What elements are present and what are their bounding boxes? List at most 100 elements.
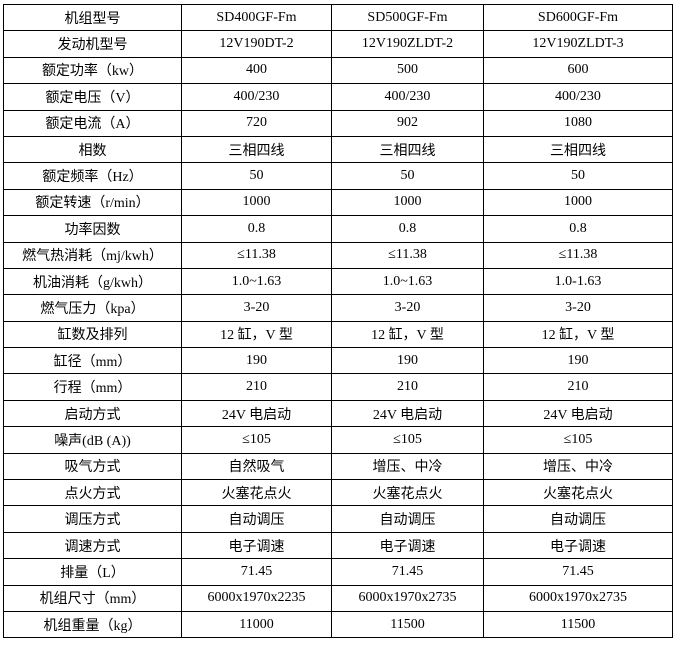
cell-model-3: 6000x1970x2735 — [483, 584, 673, 612]
row-label: 调速方式 — [3, 531, 182, 560]
row-label: 调压方式 — [3, 505, 182, 533]
cell-model-1: 3-20 — [181, 294, 332, 322]
row-label: 机组尺寸（mm） — [3, 584, 182, 612]
cell-model-2: 400/230 — [331, 83, 484, 111]
cell-model-2: 0.8 — [331, 215, 484, 243]
table-row: 调压方式 自动调压 自动调压 自动调压 — [3, 505, 673, 533]
table-row: 机组型号 SD400GF-Fm SD500GF-Fm SD600GF-Fm — [3, 3, 673, 32]
row-label: 功率因数 — [3, 215, 182, 243]
row-label: 吸气方式 — [3, 452, 182, 481]
row-label: 噪声(dB (A)) — [3, 426, 182, 454]
cell-model-2: 71.45 — [331, 558, 484, 586]
table-row: 排量（L） 71.45 71.45 71.45 — [3, 558, 673, 586]
cell-model-3: 12 缸，V 型 — [483, 320, 673, 349]
cell-model-2: 11500 — [331, 610, 484, 639]
table-row: 缸数及排列 12 缸，V 型 12 缸，V 型 12 缸，V 型 — [3, 320, 673, 349]
cell-model-1: ≤105 — [181, 426, 332, 454]
table-row: 缸径（mm） 190 190 190 — [3, 347, 673, 375]
cell-model-3: 1.0-1.63 — [483, 267, 673, 296]
cell-model-2: ≤11.38 — [331, 241, 484, 269]
cell-model-3: 0.8 — [483, 215, 673, 243]
cell-model-1: 1000 — [181, 188, 332, 217]
cell-model-2: 12V190ZLDT-2 — [331, 30, 484, 58]
cell-model-1: 400/230 — [181, 83, 332, 111]
cell-model-3: 火塞花点火 — [483, 479, 673, 507]
spec-table: 机组型号 SD400GF-Fm SD500GF-Fm SD600GF-Fm 发动机型号 1… — [3, 3, 673, 639]
table-row: 额定功率（kw） 400 500 600 — [3, 56, 673, 85]
table-row: 额定电流（A） 720 902 1080 — [3, 109, 673, 137]
cell-model-2: 24V 电启动 — [331, 399, 484, 428]
cell-model-3: 190 — [483, 347, 673, 375]
cell-model-3: 12V190ZLDT-3 — [483, 30, 673, 58]
cell-model-2: 210 — [331, 373, 484, 401]
table-row: 燃气热消耗（mj/kwh） ≤11.38 ≤11.38 ≤11.38 — [3, 241, 673, 269]
table-row: 启动方式 24V 电启动 24V 电启动 24V 电启动 — [3, 399, 673, 428]
cell-model-1: 24V 电启动 — [181, 399, 332, 428]
row-label: 机组型号 — [3, 3, 182, 32]
cell-model-3: 71.45 — [483, 558, 673, 586]
cell-model-3: ≤11.38 — [483, 241, 673, 269]
row-label: 点火方式 — [3, 479, 182, 507]
cell-model-1: 电子调速 — [181, 531, 332, 560]
table-row: 功率因数 0.8 0.8 0.8 — [3, 215, 673, 243]
cell-model-1: 50 — [181, 162, 332, 190]
cell-model-3: ≤105 — [483, 426, 673, 454]
cell-model-2: 500 — [331, 56, 484, 85]
table-row: 点火方式 火塞花点火 火塞花点火 火塞花点火 — [3, 479, 673, 507]
row-label: 燃气压力（kpa） — [3, 294, 182, 322]
cell-model-2: 1000 — [331, 188, 484, 217]
cell-model-2: 190 — [331, 347, 484, 375]
cell-model-1: 6000x1970x2235 — [181, 584, 332, 612]
cell-model-2: 902 — [331, 109, 484, 137]
cell-model-2: 电子调速 — [331, 531, 484, 560]
table-row: 调速方式 电子调速 电子调速 电子调速 — [3, 531, 673, 560]
row-label: 额定转速（r/min） — [3, 188, 182, 217]
table-row: 额定频率（Hz） 50 50 50 — [3, 162, 673, 190]
cell-model-3: 1000 — [483, 188, 673, 217]
cell-model-2: 6000x1970x2735 — [331, 584, 484, 612]
cell-model-3: 3-20 — [483, 294, 673, 322]
table-row: 行程（mm） 210 210 210 — [3, 373, 673, 401]
cell-model-2: 1.0~1.63 — [331, 267, 484, 296]
cell-model-1: SD400GF-Fm — [181, 3, 332, 32]
table-row: 发动机型号 12V190DT-2 12V190ZLDT-2 12V190ZLDT-3 — [3, 30, 673, 58]
cell-model-3: 增压、中冷 — [483, 452, 673, 481]
cell-model-1: 自然吸气 — [181, 452, 332, 481]
row-label: 相数 — [3, 135, 182, 164]
table-row: 噪声(dB (A)) ≤105 ≤105 ≤105 — [3, 426, 673, 454]
cell-model-1: 11000 — [181, 610, 332, 639]
row-label: 燃气热消耗（mj/kwh） — [3, 241, 182, 269]
cell-model-3: 三相四线 — [483, 135, 673, 164]
cell-model-3: 50 — [483, 162, 673, 190]
cell-model-1: 火塞花点火 — [181, 479, 332, 507]
row-label: 缸径（mm） — [3, 347, 182, 375]
cell-model-2: 50 — [331, 162, 484, 190]
row-label: 额定电流（A） — [3, 109, 182, 137]
table-row: 额定转速（r/min） 1000 1000 1000 — [3, 188, 673, 217]
cell-model-2: 增压、中冷 — [331, 452, 484, 481]
cell-model-3: 自动调压 — [483, 505, 673, 533]
table-row: 额定电压（V） 400/230 400/230 400/230 — [3, 83, 673, 111]
table-row: 机油消耗（g/kwh） 1.0~1.63 1.0~1.63 1.0-1.63 — [3, 267, 673, 296]
cell-model-1: 71.45 — [181, 558, 332, 586]
cell-model-3: 600 — [483, 56, 673, 85]
cell-model-2: 12 缸，V 型 — [331, 320, 484, 349]
cell-model-1: 12 缸，V 型 — [181, 320, 332, 349]
cell-model-1: 210 — [181, 373, 332, 401]
row-label: 机组重量（kg） — [3, 610, 182, 639]
row-label: 发动机型号 — [3, 30, 182, 58]
cell-model-2: 三相四线 — [331, 135, 484, 164]
row-label: 机油消耗（g/kwh） — [3, 267, 182, 296]
table-row: 相数 三相四线 三相四线 三相四线 — [3, 135, 673, 164]
cell-model-1: 190 — [181, 347, 332, 375]
cell-model-1: 12V190DT-2 — [181, 30, 332, 58]
table-row: 吸气方式 自然吸气 增压、中冷 增压、中冷 — [3, 452, 673, 481]
cell-model-3: 400/230 — [483, 83, 673, 111]
cell-model-3: 1080 — [483, 109, 673, 137]
cell-model-3: 电子调速 — [483, 531, 673, 560]
table-row: 燃气压力（kpa） 3-20 3-20 3-20 — [3, 294, 673, 322]
row-label: 行程（mm） — [3, 373, 182, 401]
row-label: 额定功率（kw） — [3, 56, 182, 85]
table-row: 机组尺寸（mm） 6000x1970x2235 6000x1970x2735 6000… — [3, 584, 673, 612]
cell-model-2: 自动调压 — [331, 505, 484, 533]
